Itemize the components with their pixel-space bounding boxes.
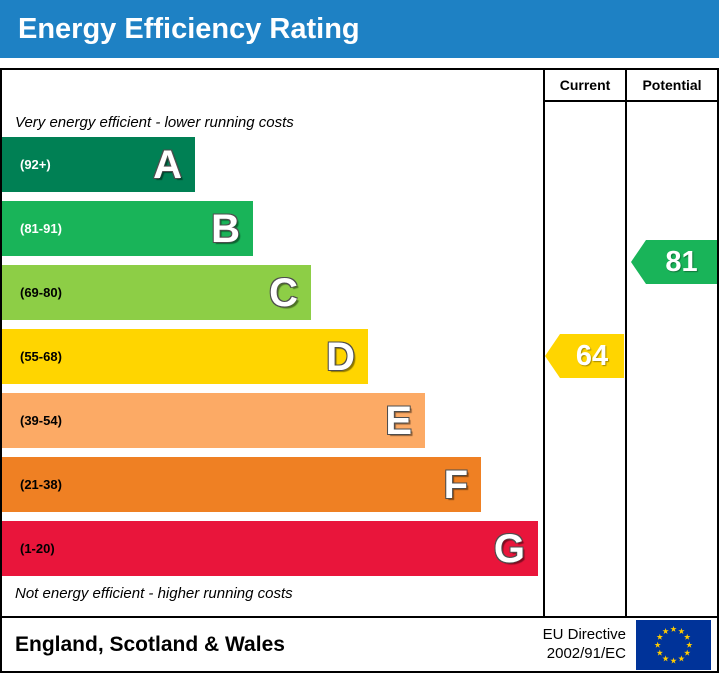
- rating-bands: (92+) A (81-91) B (69-80) C (55-68) D (3…: [2, 137, 543, 576]
- band-b-letter: B: [211, 206, 240, 251]
- potential-column: Potential 81: [627, 70, 717, 616]
- current-rating-arrow: 64: [545, 334, 624, 378]
- band-f-letter: F: [443, 462, 468, 507]
- page-title: Energy Efficiency Rating: [18, 12, 360, 45]
- region-label: England, Scotland & Wales: [15, 632, 285, 656]
- page-title-banner: Energy Efficiency Rating: [0, 0, 719, 58]
- band-g: (1-20) G: [2, 521, 538, 576]
- potential-rating-value: 81: [665, 245, 698, 278]
- current-column-header: Current: [545, 70, 625, 102]
- band-c-range: (69-80): [20, 285, 62, 300]
- eu-directive-line2: 2002/91/EC: [546, 644, 626, 662]
- eu-directive-label: EU Directive 2002/91/EC: [543, 626, 626, 664]
- eu-flag-icon: [636, 619, 711, 670]
- eu-directive-line1: EU Directive: [542, 625, 626, 643]
- bands-column: Very energy efficient - lower running co…: [2, 70, 543, 616]
- band-f: (21-38) F: [2, 457, 481, 512]
- band-e: (39-54) E: [2, 393, 425, 448]
- band-d: (55-68) D: [2, 329, 368, 384]
- band-g-range: (1-20): [20, 541, 55, 556]
- band-d-letter: D: [326, 334, 355, 379]
- band-a: (92+) A: [2, 137, 195, 192]
- top-note: Very energy efficient - lower running co…: [15, 114, 294, 131]
- band-d-range: (55-68): [20, 349, 62, 364]
- band-e-letter: E: [385, 398, 412, 443]
- current-rating-value: 64: [575, 339, 609, 372]
- band-g-letter: G: [493, 526, 525, 571]
- current-column: Current 64: [543, 70, 627, 616]
- band-a-range: (92+): [20, 157, 51, 172]
- band-c: (69-80) C: [2, 265, 311, 320]
- energy-efficiency-chart: Very energy efficient - lower running co…: [0, 68, 719, 618]
- band-b: (81-91) B: [2, 201, 253, 256]
- current-column-body: 64: [545, 102, 625, 616]
- bottom-note: Not energy efficient - higher running co…: [15, 585, 293, 602]
- band-c-letter: C: [269, 270, 298, 315]
- band-f-range: (21-38): [20, 477, 62, 492]
- potential-rating-arrow: 81: [631, 240, 717, 284]
- band-a-letter: A: [153, 142, 182, 187]
- potential-column-body: 81: [627, 102, 717, 616]
- band-e-range: (39-54): [20, 413, 62, 428]
- potential-column-header: Potential: [627, 70, 717, 102]
- band-b-range: (81-91): [20, 221, 62, 236]
- footer-bar: England, Scotland & Wales EU Directive 2…: [0, 618, 719, 673]
